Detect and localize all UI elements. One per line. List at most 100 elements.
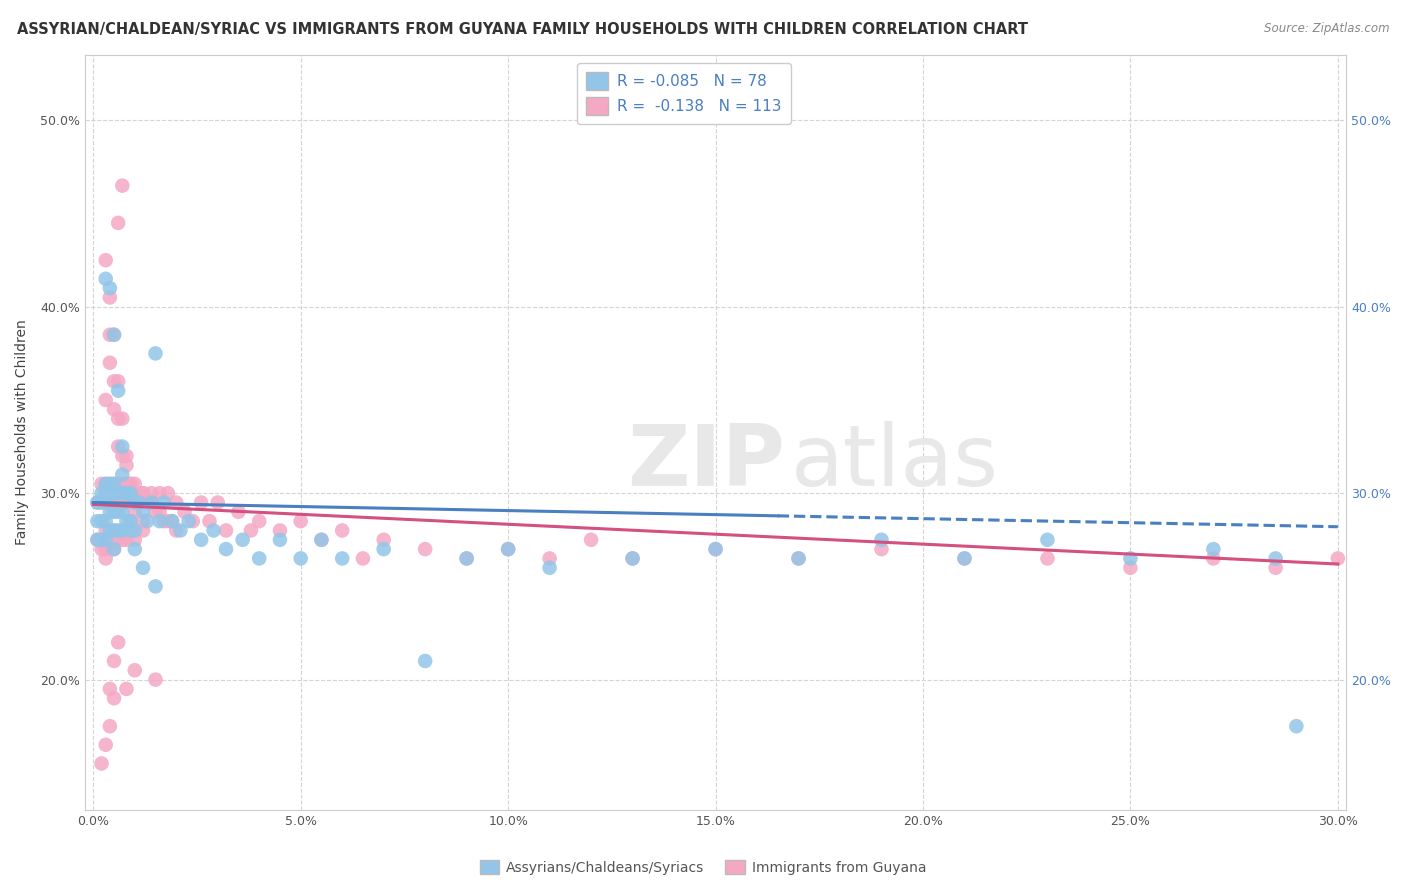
Point: [120, 476, 142, 491]
Point: [94, 533, 117, 547]
Point: [98, 719, 121, 733]
Point: [90, 495, 112, 509]
Point: [115, 449, 138, 463]
Point: [103, 327, 125, 342]
Point: [953, 551, 976, 566]
Point: [1327, 551, 1350, 566]
Point: [1264, 560, 1286, 574]
Point: [239, 524, 262, 538]
Point: [496, 542, 519, 557]
Point: [156, 514, 179, 528]
Point: [1285, 719, 1308, 733]
Point: [124, 505, 146, 519]
Point: [111, 486, 134, 500]
Point: [330, 551, 353, 566]
Point: [120, 514, 142, 528]
Point: [413, 542, 436, 557]
Point: [149, 514, 172, 528]
Point: [98, 505, 121, 519]
Point: [311, 533, 333, 547]
Point: [247, 551, 270, 566]
Point: [120, 486, 142, 500]
Point: [269, 533, 291, 547]
Legend: Assyrians/Chaldeans/Syriacs, Immigrants from Guyana: Assyrians/Chaldeans/Syriacs, Immigrants …: [474, 855, 932, 880]
Point: [90, 495, 112, 509]
Point: [870, 542, 893, 557]
Point: [330, 524, 353, 538]
Point: [98, 681, 121, 696]
Point: [103, 691, 125, 706]
Text: ASSYRIAN/CHALDEAN/SYRIAC VS IMMIGRANTS FROM GUYANA FAMILY HOUSEHOLDS WITH CHILDR: ASSYRIAN/CHALDEAN/SYRIAC VS IMMIGRANTS F…: [17, 22, 1028, 37]
Point: [120, 486, 142, 500]
Point: [149, 505, 172, 519]
Point: [870, 533, 893, 547]
Point: [132, 486, 155, 500]
Point: [98, 356, 121, 370]
Point: [704, 542, 727, 557]
Point: [94, 738, 117, 752]
Point: [124, 533, 146, 547]
Point: [152, 495, 174, 509]
Point: [132, 514, 155, 528]
Point: [86, 495, 108, 509]
Point: [136, 514, 159, 528]
Point: [98, 281, 121, 295]
Point: [311, 533, 333, 547]
Point: [207, 495, 229, 509]
Point: [156, 486, 179, 500]
Point: [107, 505, 129, 519]
Point: [145, 673, 167, 687]
Point: [103, 542, 125, 557]
Point: [115, 486, 138, 500]
Point: [98, 290, 121, 304]
Point: [94, 392, 117, 407]
Point: [103, 486, 125, 500]
Point: [124, 663, 146, 677]
Point: [94, 495, 117, 509]
Point: [111, 178, 134, 193]
Point: [115, 476, 138, 491]
Point: [115, 476, 138, 491]
Point: [107, 524, 129, 538]
Point: [1202, 542, 1225, 557]
Point: [538, 560, 561, 574]
Point: [177, 514, 200, 528]
Legend: R = -0.085   N = 78, R =  -0.138   N = 113: R = -0.085 N = 78, R = -0.138 N = 113: [578, 62, 790, 124]
Point: [1119, 560, 1142, 574]
Point: [290, 551, 312, 566]
Point: [160, 514, 183, 528]
Point: [111, 495, 134, 509]
Point: [86, 514, 108, 528]
Point: [103, 402, 125, 417]
Point: [621, 551, 644, 566]
Point: [103, 375, 125, 389]
Point: [1119, 551, 1142, 566]
Point: [103, 505, 125, 519]
Point: [1264, 551, 1286, 566]
Point: [247, 514, 270, 528]
Point: [94, 253, 117, 268]
Point: [132, 524, 155, 538]
Point: [98, 495, 121, 509]
Point: [190, 533, 212, 547]
Point: [145, 579, 167, 593]
Point: [103, 495, 125, 509]
Point: [128, 495, 150, 509]
Text: atlas: atlas: [792, 421, 1000, 504]
Point: [103, 476, 125, 491]
Point: [115, 486, 138, 500]
Point: [86, 495, 108, 509]
Point: [373, 542, 395, 557]
Point: [228, 505, 250, 519]
Point: [94, 476, 117, 491]
Point: [94, 476, 117, 491]
Point: [124, 542, 146, 557]
Point: [86, 533, 108, 547]
Point: [373, 533, 395, 547]
Point: [181, 514, 204, 528]
Point: [152, 514, 174, 528]
Point: [165, 524, 187, 538]
Point: [141, 495, 163, 509]
Point: [169, 524, 191, 538]
Point: [115, 514, 138, 528]
